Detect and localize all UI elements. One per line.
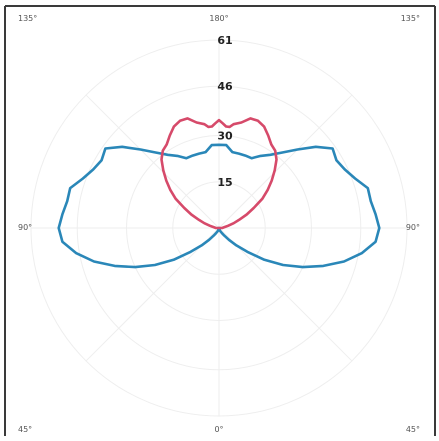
grid-spoke-135 xyxy=(218,227,353,362)
radial-tick-label-1: 30 xyxy=(217,130,233,143)
grid-spoke-45 xyxy=(218,94,353,229)
radial-tick-label-3: 61 xyxy=(217,34,232,47)
polar-grid xyxy=(30,39,408,417)
series-line-1 xyxy=(160,117,278,230)
angle-label-4: 90° xyxy=(406,223,420,232)
angle-label-1: 180° xyxy=(209,14,228,23)
grid-spoke-315 xyxy=(85,94,220,229)
grid-spoke-225 xyxy=(85,227,220,362)
series-layer xyxy=(57,117,381,269)
angle-label-5: 45° xyxy=(18,425,32,434)
radial-tick-label-2: 46 xyxy=(217,80,233,93)
angle-label-6: 0° xyxy=(214,425,223,434)
angle-label-7: 45° xyxy=(406,425,420,434)
angle-label-0: 135° xyxy=(18,14,37,23)
label-layer: 135° 180° 135° 90° 90° 45° 0° 45° 15 30 46 61 xyxy=(18,14,420,434)
angle-label-2: 135° xyxy=(401,14,420,23)
chart-frame xyxy=(4,5,436,436)
angle-label-3: 90° xyxy=(18,223,32,232)
radial-tick-label-0: 15 xyxy=(217,176,232,189)
